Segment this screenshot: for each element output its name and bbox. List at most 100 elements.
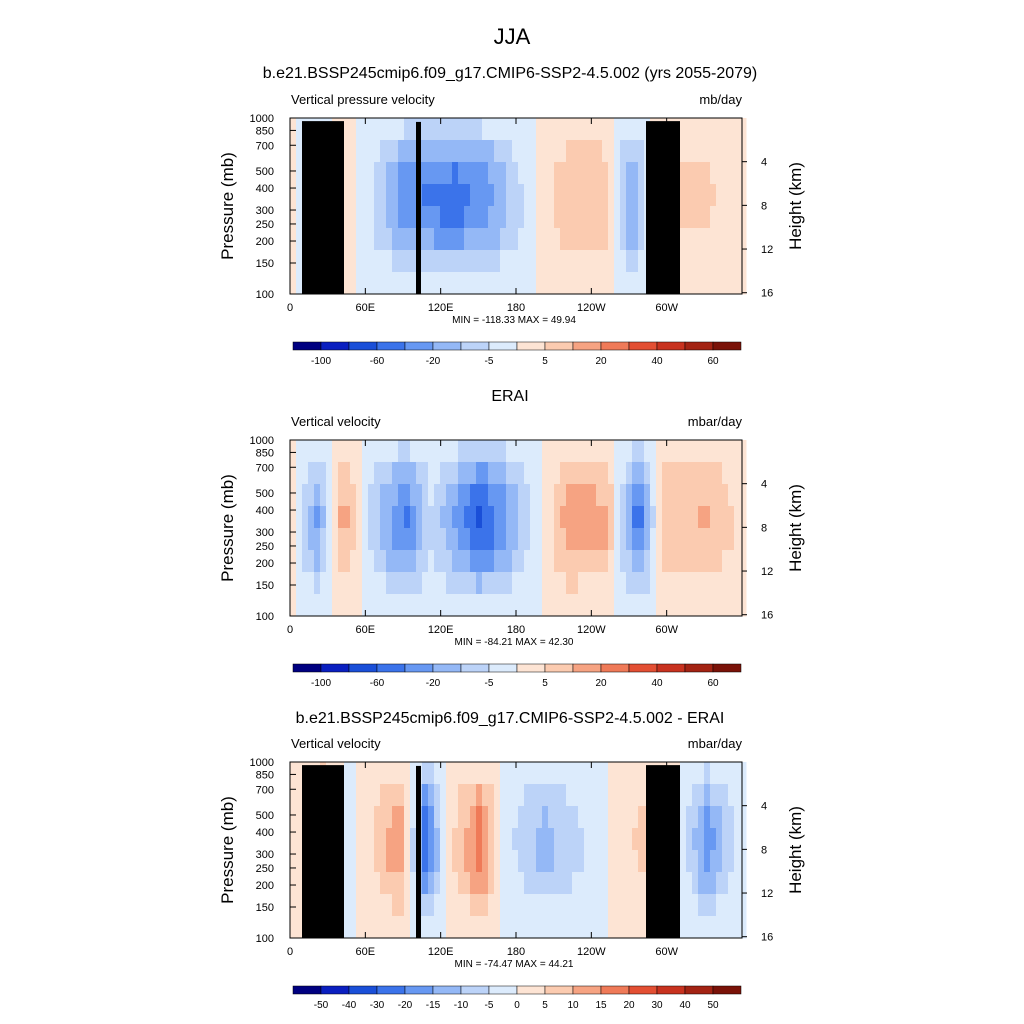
field-cell [602,594,609,617]
field-cell [686,484,693,507]
field-cell [590,806,597,829]
field-cell [620,162,627,185]
field-cell [704,872,711,895]
field-cell [596,528,603,551]
field-cell [536,484,543,507]
field-cell [566,784,573,807]
field-cell [578,572,585,595]
field-cell [476,118,483,141]
field-cell [620,550,627,573]
field-cell [446,228,453,251]
field-cell [614,506,621,529]
field-cell [620,806,627,829]
field-cell [506,250,513,273]
field-cell [656,462,663,485]
field-cell [692,506,699,529]
y-right-tick-label: 16 [761,288,773,300]
field-cell [356,784,363,807]
field-cell [596,118,603,141]
field-cell [506,228,513,251]
field-cell [404,916,411,939]
field-cell [530,762,537,785]
field-cell [404,272,411,295]
field-cell [434,250,441,273]
field-cell [602,506,609,529]
field-cell [608,762,615,785]
field-cell [374,462,381,485]
field-cell [290,762,297,785]
field-cell [434,550,441,573]
field-cell [434,462,441,485]
field-cell [296,594,303,617]
field-cell [350,916,357,939]
field-cell [698,806,705,829]
field-cell [554,206,561,229]
field-cell [692,206,699,229]
y-tick-label: 300 [256,849,274,861]
colorbar-box [712,985,742,995]
field-cell [662,528,669,551]
field-cell [362,506,369,529]
field-cell [386,572,393,595]
field-cell [608,828,615,851]
field-cell [668,440,675,463]
field-cell [344,272,351,295]
field-cell [740,250,747,273]
field-cell [488,528,495,551]
y-right-tick-label: 8 [761,522,767,534]
field-cell [740,572,747,595]
colorbar-label: -30 [370,1000,385,1011]
field-cell [410,162,417,185]
field-cell [590,572,597,595]
field-cell [536,206,543,229]
field-cell [620,440,627,463]
field-cell [290,272,297,295]
field-cell [662,484,669,507]
field-cell [716,594,723,617]
field-cell [392,140,399,163]
field-cell [602,272,609,295]
field-cell [356,550,363,573]
field-cell [740,506,747,529]
field-cell [368,762,375,785]
field-cell [734,140,741,163]
field-cell [542,762,549,785]
field-cell [686,162,693,185]
field-cell [662,550,669,573]
field-cell [482,572,489,595]
field-cell [572,272,579,295]
field-cell [524,118,531,141]
field-cell [650,594,657,617]
field-cell [560,440,567,463]
field-cell [458,506,465,529]
field-cell [572,440,579,463]
field-cell [506,140,513,163]
y-tick-label: 850 [256,447,274,459]
field-cell [344,806,351,829]
field-cell [698,872,705,895]
field-cell [422,528,429,551]
field-cell [404,184,411,207]
field-cell [572,140,579,163]
field-cell [542,184,549,207]
field-cell [698,572,705,595]
field-cell [308,572,315,595]
field-cell [362,594,369,617]
field-cell [626,594,633,617]
field-cell [470,506,477,529]
field-cell [524,572,531,595]
field-cell [392,784,399,807]
field-cell [662,440,669,463]
field-cell [356,440,363,463]
field-cell [602,850,609,873]
field-cell [722,250,729,273]
field-cell [392,762,399,785]
field-cell [578,850,585,873]
field-cell [548,118,555,141]
field-cell [566,894,573,917]
field-cell [590,484,597,507]
field-cell [386,806,393,829]
field-cell [692,162,699,185]
field-cell [374,828,381,851]
field-cell [500,916,507,939]
